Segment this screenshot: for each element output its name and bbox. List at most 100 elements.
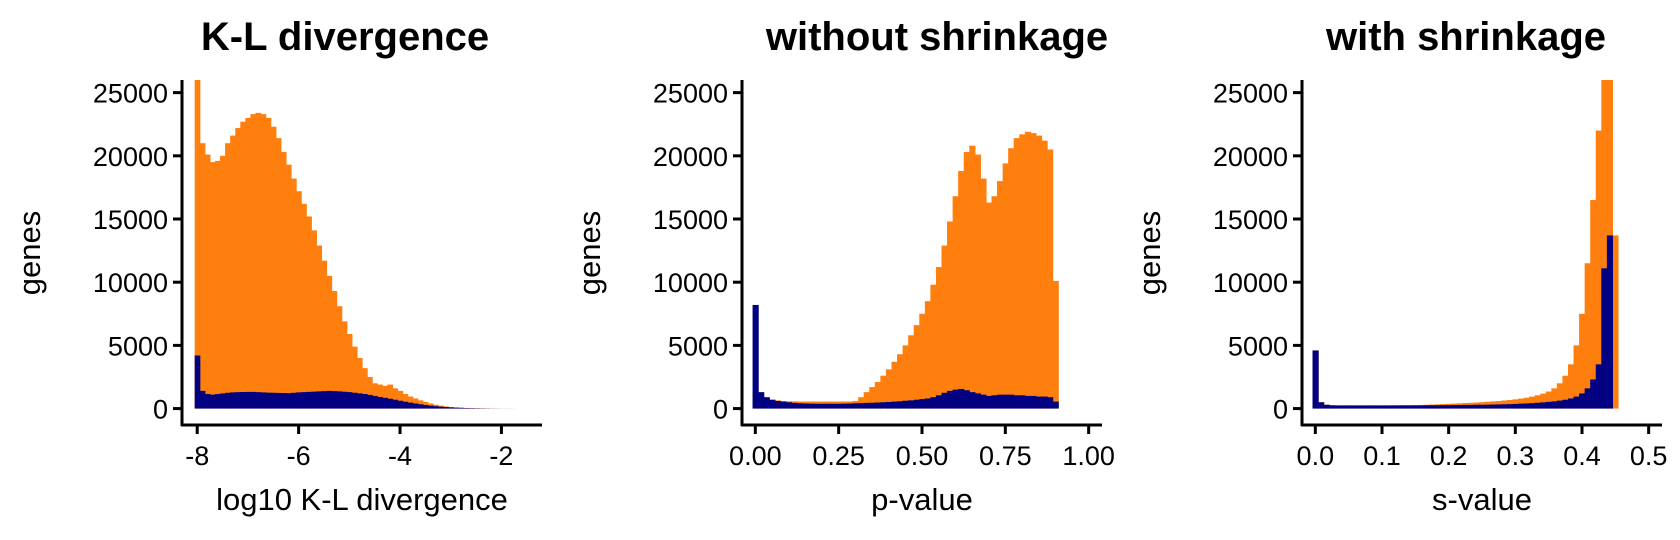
chart-panel-1: K-L divergence 0 5000 10000 15000 20000 25000 -…	[12, 15, 542, 517]
histogram-bar	[858, 403, 865, 409]
x-tick-label: 0.1	[1363, 441, 1401, 471]
histogram-bar	[930, 284, 937, 409]
y-tick-label: 20000	[1213, 142, 1288, 172]
histogram-bar	[194, 80, 201, 409]
x-tick-label: 0.00	[729, 441, 782, 471]
histogram-bar	[291, 392, 297, 409]
histogram-bar	[1002, 163, 1009, 409]
histogram-bar	[1418, 405, 1425, 409]
histogram-bar	[392, 388, 399, 409]
histogram-bar	[331, 391, 338, 409]
histogram-bar	[1024, 131, 1031, 409]
y-tick-label: 0	[1273, 395, 1288, 425]
histogram-bar	[797, 403, 804, 409]
y-axis-label: genes	[12, 211, 47, 295]
histogram-bar	[808, 403, 815, 409]
histogram-bar	[1035, 396, 1043, 409]
histogram-bar	[1451, 405, 1458, 409]
histogram-bar	[250, 391, 257, 409]
histogram-bar	[941, 392, 948, 409]
histogram-bar	[880, 402, 887, 409]
x-tick-label: 0.25	[812, 441, 865, 471]
histogram-bar	[991, 196, 998, 409]
histogram-bar	[869, 402, 876, 409]
histogram-bar	[1462, 404, 1469, 409]
histogram-bar	[1562, 375, 1569, 409]
histogram-bar	[204, 154, 211, 409]
y-tick-label: 5000	[1228, 331, 1288, 361]
histogram-bar	[417, 404, 424, 409]
x-tick-label: -6	[287, 441, 311, 471]
histogram-bar	[1340, 405, 1347, 409]
histogram-bar	[1495, 404, 1502, 409]
histogram-bar	[336, 391, 343, 409]
histogram-bar	[1041, 396, 1048, 409]
histogram-bar	[1440, 405, 1447, 409]
x-tick-label: 0.5	[1630, 441, 1668, 471]
histogram-bar	[1484, 404, 1491, 409]
series-subset-genes	[194, 355, 515, 409]
histogram-bar	[235, 128, 241, 409]
histogram-bar	[301, 392, 307, 409]
y-tick-label: 10000	[93, 268, 168, 298]
histogram-bar	[255, 392, 262, 409]
histogram-bar	[1506, 404, 1514, 409]
histogram-bar	[458, 407, 465, 409]
histogram-bar	[265, 392, 272, 409]
histogram-bar	[1412, 405, 1419, 409]
histogram-bar	[813, 403, 820, 409]
histogram-bar	[780, 401, 787, 409]
histogram-bar	[362, 368, 368, 409]
y-tick-label: 15000	[1213, 205, 1288, 235]
histogram-bar	[985, 395, 993, 409]
histogram-bar	[427, 405, 434, 409]
histogram-bar	[1518, 403, 1525, 409]
series-subset-genes	[752, 304, 1059, 409]
histogram-bar	[412, 403, 419, 409]
histogram-bar	[885, 369, 893, 409]
histogram-bar	[230, 135, 236, 409]
histogram-bar	[316, 245, 323, 409]
histogram-bar	[902, 400, 909, 409]
histogram-bar	[1567, 398, 1575, 409]
histogram-bar	[1606, 235, 1614, 409]
histogram-bar	[858, 397, 865, 409]
histogram-bar	[1551, 401, 1558, 409]
histogram-bar	[225, 143, 231, 409]
histogram-bar	[240, 392, 246, 409]
chart-title: with shrinkage	[1325, 15, 1606, 59]
histogram-bar	[326, 390, 333, 409]
histogram-bar	[255, 112, 262, 409]
histogram-bar	[265, 117, 272, 409]
histogram-bar	[1584, 263, 1591, 409]
x-axis-label: p-value	[871, 482, 973, 517]
histogram-bar	[1445, 405, 1452, 409]
histogram-bar	[1356, 405, 1364, 409]
histogram-bar	[1584, 388, 1591, 409]
histogram-bar	[326, 275, 333, 409]
histogram-bar	[1518, 398, 1525, 409]
histogram-bar	[245, 117, 252, 409]
histogram-bar	[1395, 405, 1402, 409]
y-axis-label: genes	[1132, 211, 1167, 295]
histogram-bar	[908, 400, 915, 409]
histogram-bar	[372, 395, 378, 409]
histogram-bar	[941, 245, 948, 409]
histogram-bar	[362, 394, 368, 409]
histogram-bar	[356, 358, 363, 409]
chart-panel-2: without shrinkage 0 5000 10000 15000 20000 250…	[572, 15, 1115, 517]
histogram-bar	[377, 384, 383, 409]
histogram-bar	[908, 335, 915, 409]
histogram-bar	[1601, 268, 1608, 409]
histogram-bar	[802, 403, 809, 409]
histogram-bar	[296, 392, 302, 409]
histogram-bar	[321, 391, 328, 409]
histogram-bar	[963, 390, 970, 409]
histogram-bar	[852, 403, 859, 409]
histogram-bar	[311, 230, 317, 409]
histogram-bar	[240, 121, 246, 409]
histogram-bar	[1545, 401, 1552, 409]
histogram-bar	[1323, 404, 1330, 409]
histogram-bar	[199, 390, 206, 409]
histogram-bar	[316, 391, 323, 409]
